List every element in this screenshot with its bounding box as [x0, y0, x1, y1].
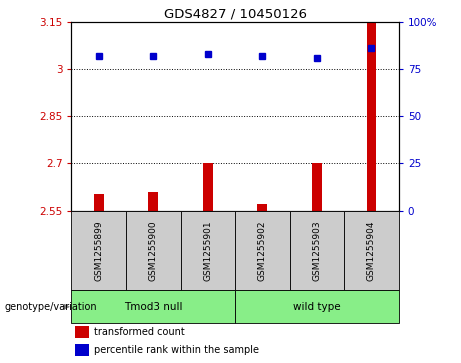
Text: wild type: wild type: [293, 302, 341, 312]
Bar: [203, 163, 213, 211]
Bar: [181, 211, 235, 290]
Text: genotype/variation: genotype/variation: [5, 302, 97, 312]
Bar: [94, 193, 104, 211]
Bar: [148, 192, 158, 211]
Bar: [312, 163, 322, 211]
Text: transformed count: transformed count: [95, 327, 185, 337]
Bar: [366, 22, 376, 211]
Bar: [75, 326, 89, 338]
Text: GSM1255900: GSM1255900: [149, 220, 158, 281]
Text: GSM1255902: GSM1255902: [258, 220, 267, 281]
Bar: [235, 211, 290, 290]
Bar: [235, 290, 399, 323]
Text: GSM1255901: GSM1255901: [203, 220, 213, 281]
Bar: [75, 344, 89, 356]
Bar: [258, 204, 267, 211]
Text: Tmod3 null: Tmod3 null: [124, 302, 183, 312]
Bar: [71, 211, 126, 290]
Bar: [344, 211, 399, 290]
Bar: [71, 290, 235, 323]
Bar: [126, 211, 181, 290]
Text: GSM1255904: GSM1255904: [367, 220, 376, 281]
Text: GSM1255903: GSM1255903: [313, 220, 321, 281]
Text: GSM1255899: GSM1255899: [94, 220, 103, 281]
Text: percentile rank within the sample: percentile rank within the sample: [95, 345, 260, 355]
Title: GDS4827 / 10450126: GDS4827 / 10450126: [164, 8, 307, 21]
Bar: [290, 211, 344, 290]
